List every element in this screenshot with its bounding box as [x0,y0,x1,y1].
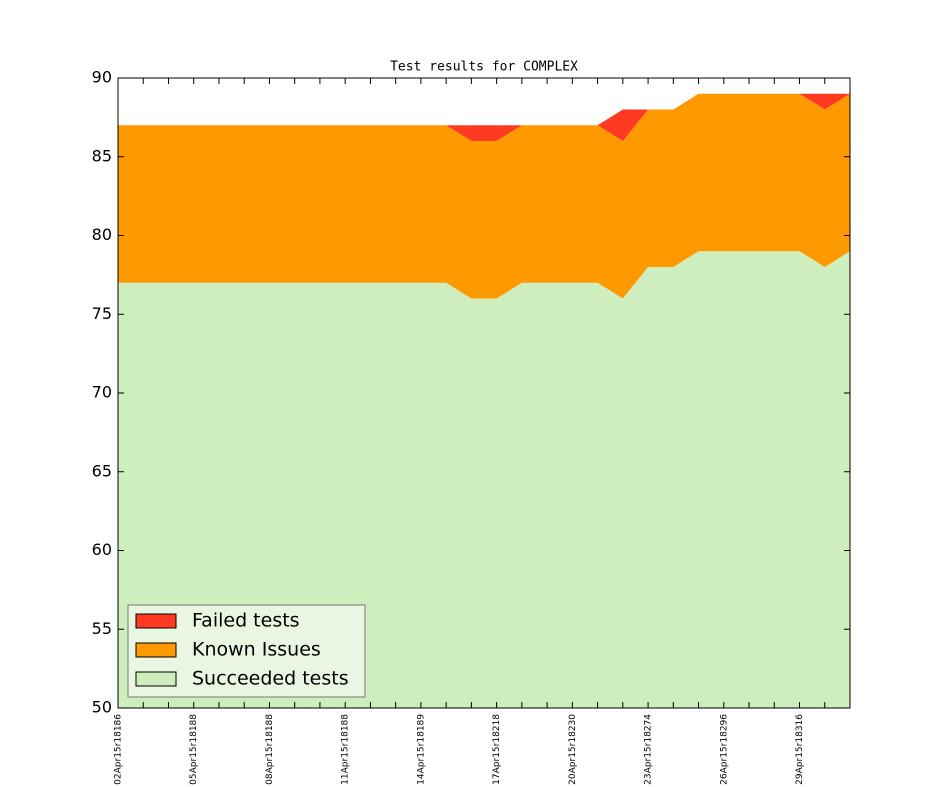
x-tick-label: 26Apr15r18296 [719,714,729,785]
x-tick-label: 05Apr15r18188 [189,714,199,785]
y-tick-label: 65 [92,461,112,480]
chart-title: Test results for COMPLEX [390,60,578,75]
legend-swatch [135,613,177,629]
legend-label: Failed tests [192,610,300,632]
y-tick-label: 55 [92,619,112,638]
x-tick-label: 11Apr15r18188 [341,714,351,785]
legend-swatch [135,642,177,658]
legend-label: Known Issues [192,639,321,661]
x-tick-label: 08Apr15r18188 [265,714,275,785]
y-tick-label: 90 [92,68,112,87]
y-tick-label: 85 [92,146,112,165]
y-tick-label: 70 [92,383,112,402]
legend: Failed tests Known Issues Succeeded tests [127,604,366,698]
y-tick-label: 80 [92,225,112,244]
x-tick-label: 20Apr15r18230 [568,714,578,785]
y-tick-label: 60 [92,540,112,559]
legend-swatch [135,671,177,687]
x-tick-label: 02Apr15r18186 [114,714,124,785]
area [118,93,850,299]
x-tick-label: 29Apr15r18316 [795,714,805,785]
x-tick-label: 14Apr15r18189 [416,714,426,785]
area [118,93,850,141]
x-tick-label: 17Apr15r18218 [492,714,502,785]
y-tick-label: 75 [92,304,112,323]
x-tick-label: 23Apr15r18274 [644,714,654,785]
area [118,251,850,708]
legend-label: Succeeded tests [192,668,349,690]
y-tick-label: 50 [92,698,112,717]
